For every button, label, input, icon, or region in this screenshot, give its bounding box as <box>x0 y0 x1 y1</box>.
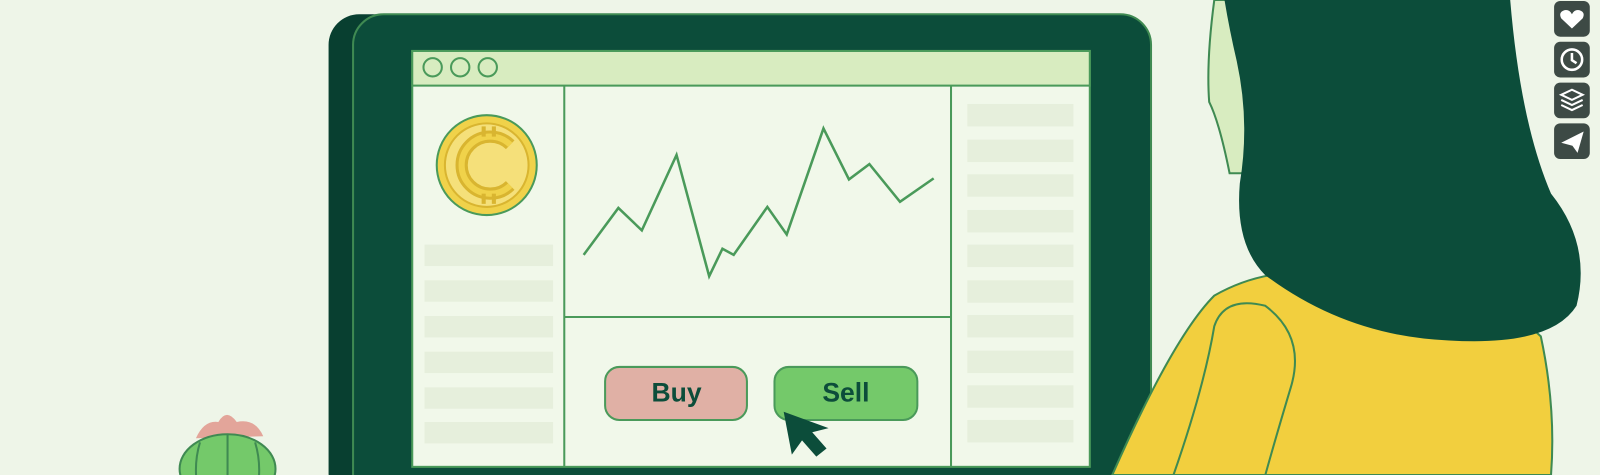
left-placeholders <box>424 244 554 444</box>
person <box>1111 0 1581 475</box>
side-actions <box>1554 1 1590 160</box>
cursor <box>783 411 829 457</box>
window-bar <box>411 49 1091 87</box>
panel-dividers <box>563 85 953 467</box>
watch-later-button[interactable] <box>1554 41 1590 78</box>
like-button[interactable] <box>1554 1 1590 37</box>
like-icon[interactable] <box>1560 10 1584 29</box>
price-line <box>582 125 935 280</box>
coin-icon <box>435 114 538 217</box>
collections-button[interactable] <box>1554 82 1590 119</box>
window-dots <box>422 57 498 78</box>
buy-button[interactable]: Buy <box>604 365 748 421</box>
buy-label[interactable]: Buy <box>651 377 701 407</box>
sell-button[interactable]: Sell <box>773 365 919 421</box>
right-placeholders <box>967 103 1074 443</box>
send-icon[interactable] <box>1561 131 1584 153</box>
sell-button-bg[interactable] <box>773 365 919 421</box>
share-button[interactable] <box>1554 123 1590 160</box>
buy-button-bg[interactable] <box>604 365 748 421</box>
layers-icon[interactable] <box>1558 88 1586 112</box>
clock-icon[interactable] <box>1560 48 1584 72</box>
clock-hands[interactable] <box>1570 53 1578 65</box>
sell-label[interactable]: Sell <box>822 377 869 407</box>
cactus <box>178 414 277 475</box>
